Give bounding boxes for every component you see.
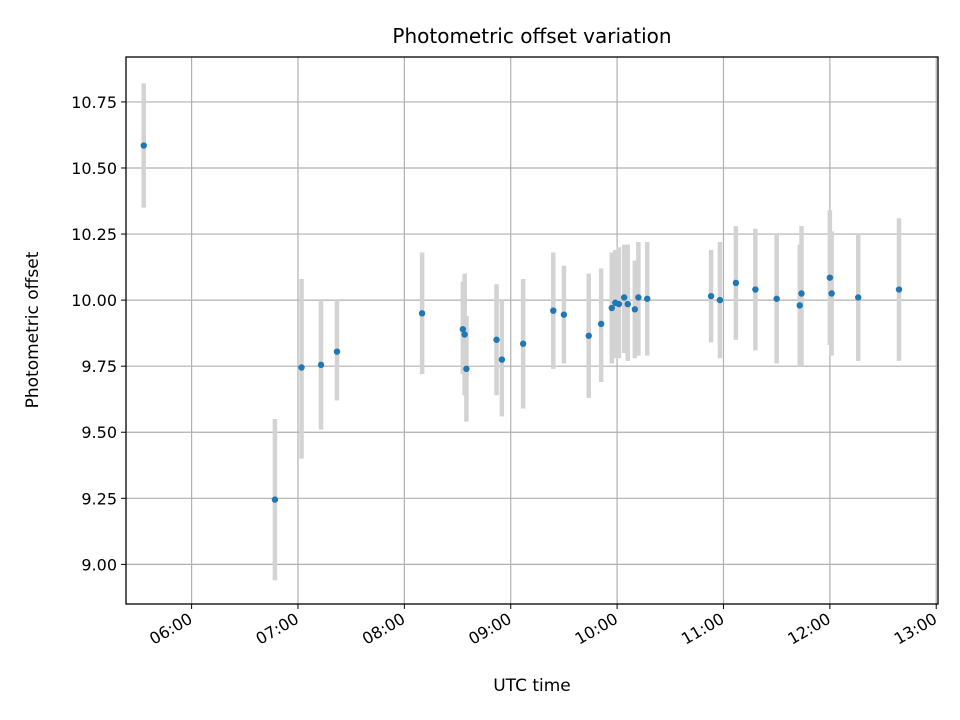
- data-point: [644, 295, 651, 302]
- x-tick-label: 12:00: [784, 609, 833, 649]
- y-tick-label: 10.50: [71, 159, 117, 178]
- y-tick-label: 10.25: [71, 225, 117, 244]
- x-tick-label: 09:00: [465, 609, 514, 649]
- x-tick-label: 06:00: [146, 609, 195, 649]
- y-tick-label: 10.75: [71, 93, 117, 112]
- data-point: [519, 340, 527, 347]
- data-point: [635, 294, 642, 301]
- x-tick-label: 07:00: [253, 609, 302, 649]
- x-tick-label: 10:00: [572, 609, 621, 649]
- data-point: [140, 142, 147, 149]
- y-axis-ticks: 9.00 9.25 9.50 9.75 10.00 10.25 10.50 10.75: [71, 93, 126, 574]
- data-point: [826, 274, 834, 281]
- data-point: [716, 296, 724, 304]
- data-point: [271, 496, 279, 503]
- data-point: [461, 331, 468, 338]
- data-point: [895, 286, 903, 293]
- chart-title: Photometric offset variation: [392, 24, 671, 48]
- x-tick-label: 13:00: [891, 609, 940, 649]
- data-point: [608, 304, 615, 312]
- data-point: [631, 306, 639, 313]
- y-tick-label: 9.25: [81, 489, 117, 508]
- y-tick-label: 9.00: [81, 555, 117, 574]
- data-point: [732, 279, 740, 287]
- plot-frame: [125, 56, 939, 605]
- data-point: [597, 320, 605, 328]
- x-tick-label: 08:00: [359, 609, 408, 649]
- data-point: [463, 365, 470, 373]
- x-axis-label: UTC time: [493, 676, 571, 696]
- y-tick-label: 10.00: [71, 291, 117, 310]
- y-axis-label: Photometric offset: [23, 251, 43, 408]
- data-point: [498, 356, 506, 363]
- data-point: [317, 361, 325, 369]
- data-point: [560, 311, 568, 318]
- y-tick-label: 9.50: [81, 423, 117, 442]
- data-point: [707, 292, 715, 300]
- data-point: [550, 307, 557, 314]
- data-point: [620, 294, 628, 301]
- data-point: [298, 364, 305, 371]
- x-tick-label: 11:00: [678, 609, 727, 649]
- data-point: [333, 348, 341, 355]
- data-point: [855, 294, 862, 301]
- data-point: [615, 300, 623, 308]
- data-points: [140, 142, 903, 503]
- x-axis-ticks: 06:00 07:00 08:00 09:00 10:00 11:00 12:00 13:00: [146, 604, 940, 649]
- data-point: [798, 290, 805, 297]
- grid-lines: [126, 57, 938, 604]
- data-point: [459, 325, 467, 333]
- data-point: [773, 295, 780, 302]
- data-point: [796, 302, 803, 309]
- data-point: [493, 336, 500, 343]
- data-point: [752, 286, 759, 293]
- error-bars: [141, 83, 902, 581]
- data-point: [418, 310, 426, 317]
- y-tick-label: 9.75: [81, 357, 117, 376]
- data-point: [624, 300, 631, 308]
- data-point: [585, 332, 592, 339]
- data-point: [828, 290, 835, 297]
